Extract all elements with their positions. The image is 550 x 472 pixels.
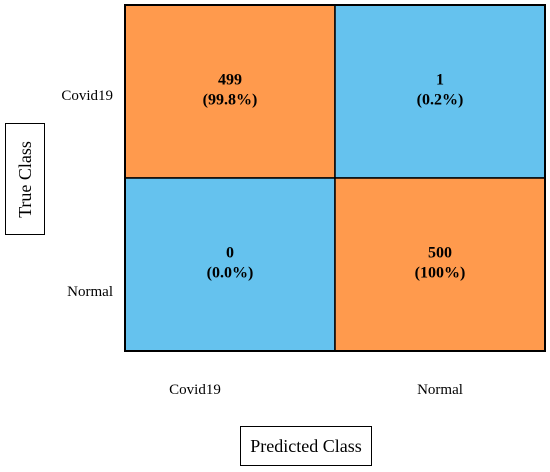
matrix-cell-covid19-normal: [334, 4, 546, 179]
y-tick-normal: Normal: [67, 284, 113, 300]
matrix-cell-normal-normal: [334, 177, 546, 352]
cell-count-covid19-normal: 1: [436, 72, 444, 89]
cell-percent-normal-covid19: (0.0%): [207, 265, 254, 282]
cell-count-normal-normal: 500: [428, 245, 452, 262]
x-axis-label: Predicted Class: [240, 426, 372, 466]
cell-percent-normal-normal: (100%): [415, 265, 466, 282]
cell-percent-covid19-normal: (0.2%): [417, 92, 464, 109]
y-axis-label: True Class: [5, 123, 45, 235]
cell-count-normal-covid19: 0: [226, 245, 234, 262]
matrix-cell-normal-covid19: [124, 177, 336, 352]
matrix-border: [124, 4, 546, 352]
matrix-cell-covid19-covid19: [124, 4, 336, 179]
cell-count-covid19-covid19: 499: [218, 72, 242, 89]
x-tick-normal: Normal: [417, 382, 463, 398]
cell-percent-covid19-covid19: (99.8%): [203, 92, 258, 109]
y-axis-label-text: True Class: [14, 140, 35, 218]
y-tick-covid19: Covid19: [61, 88, 113, 104]
x-axis-label-text: Predicted Class: [250, 435, 362, 456]
x-tick-covid19: Covid19: [169, 382, 221, 398]
